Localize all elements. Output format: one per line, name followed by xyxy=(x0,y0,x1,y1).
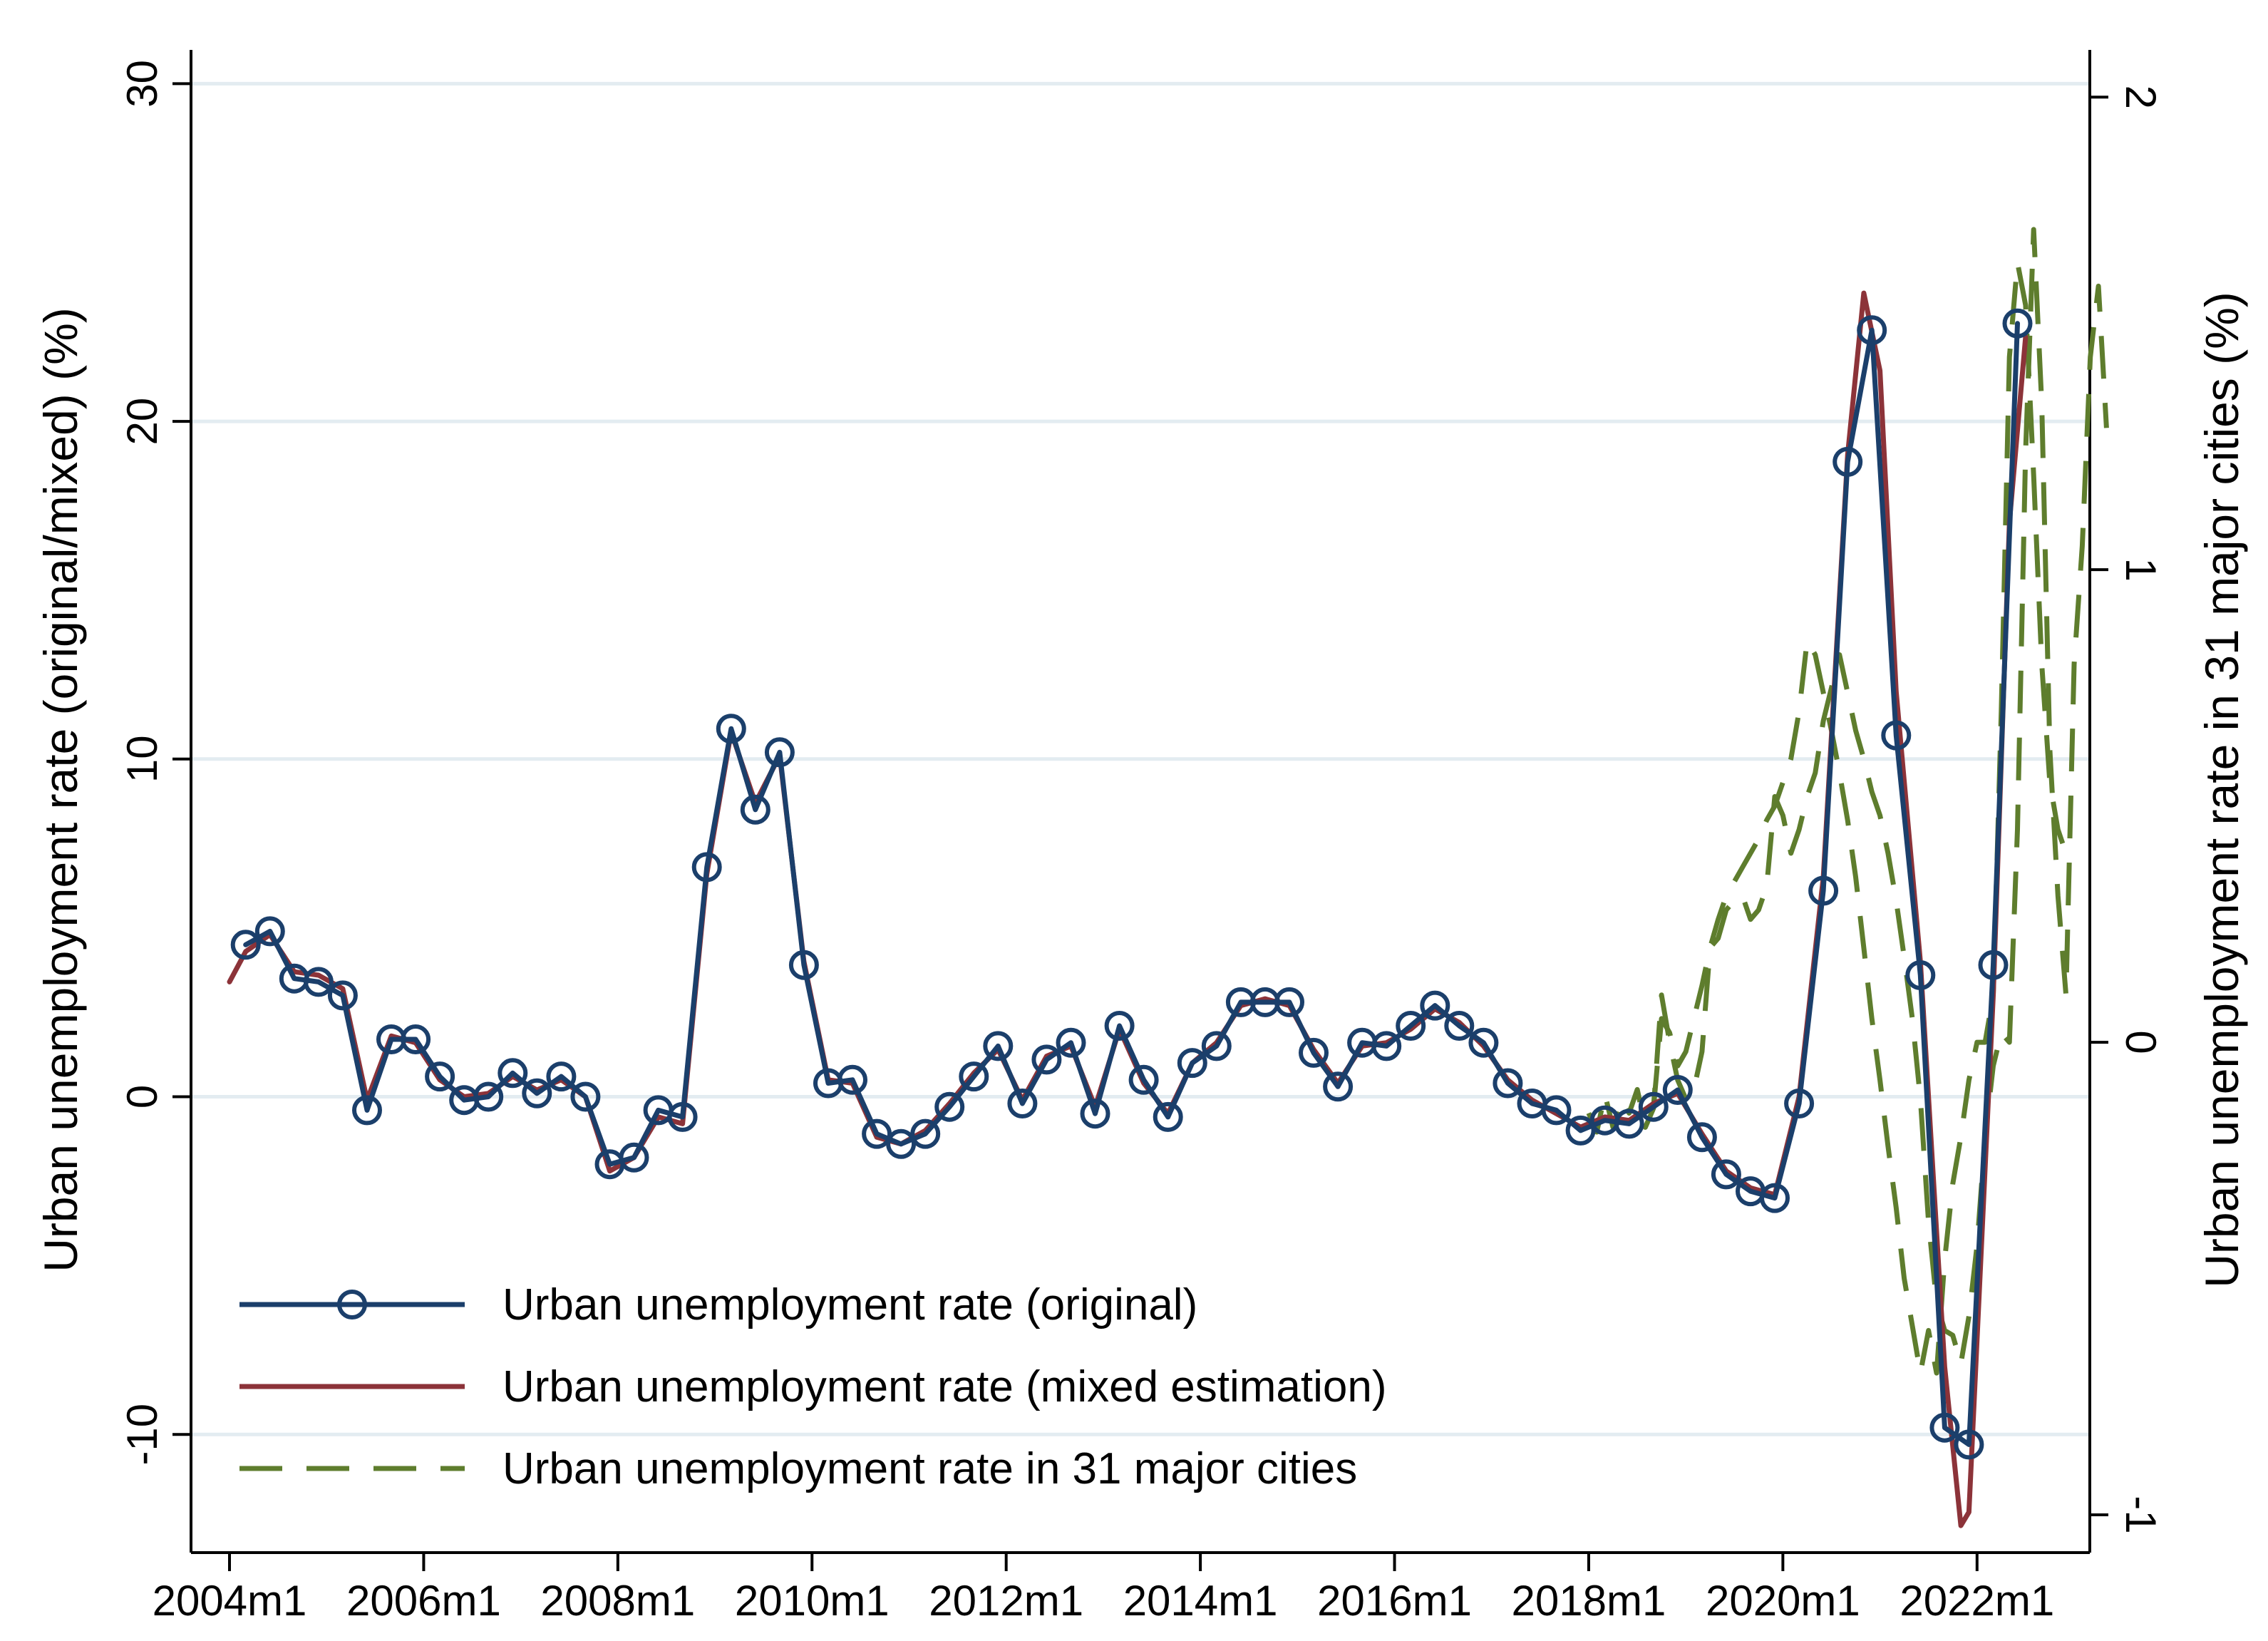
series-0-point-34 xyxy=(1056,1027,1086,1058)
series-0-point-40 xyxy=(1201,1031,1232,1061)
series-0-point-26 xyxy=(862,1118,892,1149)
legend-label-mixed: Urban unemployment rate (mixed estimatio… xyxy=(502,1362,1387,1411)
series-0-point-57 xyxy=(1614,1108,1644,1139)
left-y-axis-title: Urban unemployment rate (original/mixed)… xyxy=(34,307,87,1272)
series-line-2 xyxy=(1586,227,2109,1367)
series-0-point-44 xyxy=(1299,1037,1329,1068)
series-0-point-58 xyxy=(1638,1091,1669,1122)
x-tick-label-9: 2022m1 xyxy=(1900,1577,2054,1625)
x-tick-label-5: 2014m1 xyxy=(1123,1577,1278,1625)
series-0-point-36 xyxy=(1104,1011,1135,1041)
series-0-point-59 xyxy=(1662,1075,1693,1105)
x-axis-ticks: 2004m1 2006m1 2008m1 2010m1 2012m1 2014m1 2016… xyxy=(153,1553,2054,1625)
series-0-point-11 xyxy=(498,1058,528,1089)
left-y-tick-label-3: 20 xyxy=(118,398,166,446)
series-0-point-16 xyxy=(619,1142,649,1173)
series-0-point-14 xyxy=(570,1081,601,1112)
left-y-tick-label-2: 10 xyxy=(118,735,166,783)
legend-label-original: Urban unemployment rate (original) xyxy=(502,1280,1197,1329)
right-y-axis-ticks: -1 0 1 2 xyxy=(2090,86,2165,1534)
series-0-point-8 xyxy=(425,1061,455,1092)
right-y-axis-title: Urban unemployment rate in 31 major citi… xyxy=(2195,292,2248,1288)
x-tick-label-8: 2020m1 xyxy=(1706,1577,1860,1625)
x-tick-label-4: 2012m1 xyxy=(929,1577,1083,1625)
series-0-point-45 xyxy=(1323,1071,1354,1102)
series-0-point-51 xyxy=(1468,1027,1499,1058)
series-0-point-0 xyxy=(230,930,261,960)
series-0-point-52 xyxy=(1493,1068,1523,1099)
series-0-point-28 xyxy=(910,1118,941,1149)
series-0-point-38 xyxy=(1153,1101,1183,1132)
left-y-tick-label-1: 0 xyxy=(118,1085,166,1108)
series-0-point-43 xyxy=(1274,987,1304,1017)
right-y-tick-label-3: 2 xyxy=(2117,86,2165,109)
series-0-point-12 xyxy=(522,1078,552,1108)
left-y-axis-ticks: -10 0 10 20 30 xyxy=(118,60,191,1466)
left-y-tick-label-4: 30 xyxy=(118,60,166,108)
x-tick-label-2: 2008m1 xyxy=(540,1577,695,1625)
series-0-point-33 xyxy=(1031,1044,1062,1075)
series-0-point-70 xyxy=(1929,1412,1960,1443)
series-0-point-47 xyxy=(1371,1031,1402,1061)
series-0-point-21 xyxy=(740,794,770,825)
series-0-point-65 xyxy=(1808,875,1839,906)
series-0-point-73 xyxy=(2002,308,2033,339)
x-tick-label-1: 2006m1 xyxy=(346,1577,501,1625)
series-0-point-7 xyxy=(401,1024,431,1054)
series-0-point-60 xyxy=(1686,1122,1717,1153)
series-0-point-22 xyxy=(764,737,795,768)
series-0-point-29 xyxy=(934,1091,965,1122)
series-0-point-72 xyxy=(1978,950,2009,980)
right-y-tick-label-1: 0 xyxy=(2117,1030,2165,1054)
series-0-point-55 xyxy=(1565,1115,1596,1146)
series-0-point-37 xyxy=(1128,1064,1159,1095)
series-0-point-67 xyxy=(1857,315,1887,346)
series-0-point-49 xyxy=(1420,990,1450,1021)
series-0-point-50 xyxy=(1444,1011,1475,1041)
series-0-point-61 xyxy=(1711,1159,1741,1190)
axes xyxy=(190,50,2091,1554)
series-0-point-27 xyxy=(886,1128,917,1159)
series-0-point-63 xyxy=(1760,1183,1790,1213)
series-0-point-64 xyxy=(1784,1089,1815,1118)
series-0-point-10 xyxy=(473,1081,504,1112)
series-0-point-71 xyxy=(1954,1429,1984,1460)
x-tick-label-0: 2004m1 xyxy=(153,1577,307,1625)
series-0-point-30 xyxy=(959,1061,989,1092)
series-0-point-69 xyxy=(1905,960,1936,990)
series-0-point-31 xyxy=(983,1031,1014,1061)
series-0-point-68 xyxy=(1881,720,1912,751)
series-0-point-4 xyxy=(327,980,358,1011)
series-0-point-23 xyxy=(788,950,819,980)
legend: Urban unemployment rate (original) Urban… xyxy=(239,1280,1387,1493)
series-0-point-3 xyxy=(303,967,334,997)
series-group xyxy=(227,227,2109,1528)
series-0-point-20 xyxy=(716,714,746,744)
right-y-tick-label-2: 1 xyxy=(2117,557,2165,581)
legend-marker-original xyxy=(337,1290,367,1320)
legend-label-31-cities: Urban unemployment rate in 31 major citi… xyxy=(502,1444,1357,1493)
series-0-point-25 xyxy=(837,1064,867,1095)
series-0-point-19 xyxy=(691,852,722,883)
x-tick-label-3: 2010m1 xyxy=(735,1577,890,1625)
series-0-point-39 xyxy=(1177,1048,1207,1079)
series-0-point-66 xyxy=(1833,446,1863,477)
series-0-point-54 xyxy=(1541,1095,1572,1126)
left-y-tick-label-0: -10 xyxy=(118,1404,166,1466)
gridlines xyxy=(191,81,2090,1436)
series-0-point-18 xyxy=(667,1101,698,1132)
series-0-point-48 xyxy=(1396,1011,1426,1041)
right-y-tick-label-0: -1 xyxy=(2117,1496,2165,1533)
series-0-point-13 xyxy=(546,1061,577,1092)
x-tick-label-7: 2018m1 xyxy=(1512,1577,1666,1625)
x-tick-label-6: 2016m1 xyxy=(1317,1577,1472,1625)
series-0-point-35 xyxy=(1080,1099,1110,1129)
series-0-point-32 xyxy=(1007,1089,1038,1118)
series-0-point-1 xyxy=(254,916,285,947)
series-0-point-5 xyxy=(352,1095,382,1126)
series-line-0 xyxy=(243,321,2020,1447)
